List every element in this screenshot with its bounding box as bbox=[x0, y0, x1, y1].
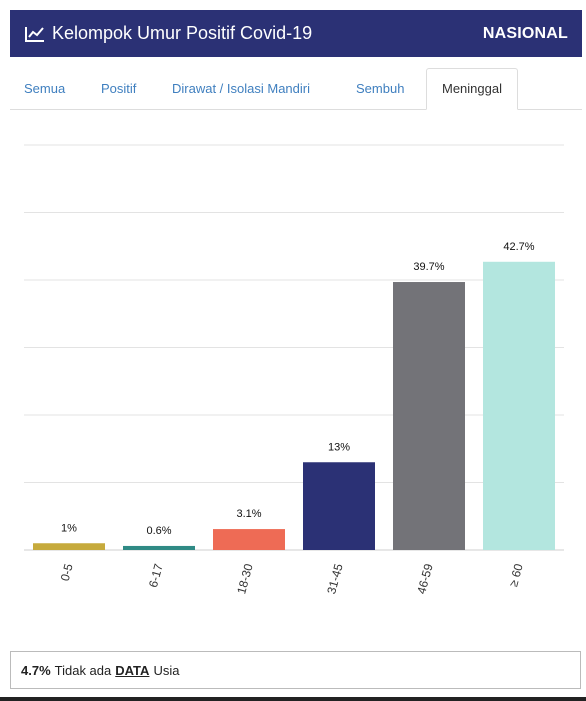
tab-sembuh[interactable]: Sembuh bbox=[356, 81, 405, 96]
bottom-divider bbox=[0, 697, 586, 701]
x-tick-label: 31-45 bbox=[324, 562, 346, 596]
no-data-text: Tidak ada bbox=[54, 662, 112, 678]
chart-header: Kelompok Umur Positif Covid-19 NASIONAL bbox=[10, 10, 582, 57]
tab-meninggal[interactable]: Meninggal bbox=[426, 68, 518, 110]
data-label: 13% bbox=[328, 441, 350, 453]
age-bar-chart: 1% 0-5 0.6% 6-17 3.1% 18-30 13% 31-45 39.7% 46-59… bbox=[24, 144, 564, 596]
x-tick-label: 18-30 bbox=[234, 562, 256, 596]
data-label: 1% bbox=[61, 522, 77, 534]
tab-positif[interactable]: Positif bbox=[101, 81, 137, 96]
no-data-suffix: Usia bbox=[153, 662, 180, 678]
bar bbox=[123, 545, 195, 550]
x-tick-label: 46-59 bbox=[414, 562, 436, 596]
data-label: 39.7% bbox=[413, 261, 444, 273]
x-tick-label: ≥ 60 bbox=[506, 562, 526, 588]
scope-label: NASIONAL bbox=[482, 24, 568, 42]
bar bbox=[393, 282, 465, 550]
no-data-percent: 4.7% bbox=[21, 662, 51, 678]
bar bbox=[213, 529, 285, 550]
tab-dirawat[interactable]: Dirawat / Isolasi Mandiri bbox=[172, 81, 310, 96]
data-label: 0.6% bbox=[146, 525, 171, 537]
line-chart-icon bbox=[24, 25, 46, 43]
no-data-note: 4.7% Tidak ada DATA Usia bbox=[10, 651, 581, 689]
chart-title: Kelompok Umur Positif Covid-19 bbox=[52, 23, 313, 43]
bar bbox=[483, 261, 555, 550]
tab-semua[interactable]: Semua bbox=[24, 81, 66, 96]
x-tick-label: 0-5 bbox=[58, 562, 76, 583]
bar bbox=[33, 543, 105, 550]
x-tick-label: 6-17 bbox=[146, 562, 166, 589]
bar bbox=[303, 462, 375, 550]
data-label: 3.1% bbox=[236, 508, 261, 520]
data-link[interactable]: DATA bbox=[115, 662, 150, 678]
data-label: 42.7% bbox=[503, 241, 534, 253]
category-tabs: Semua Positif Dirawat / Isolasi Mandiri … bbox=[10, 68, 582, 110]
